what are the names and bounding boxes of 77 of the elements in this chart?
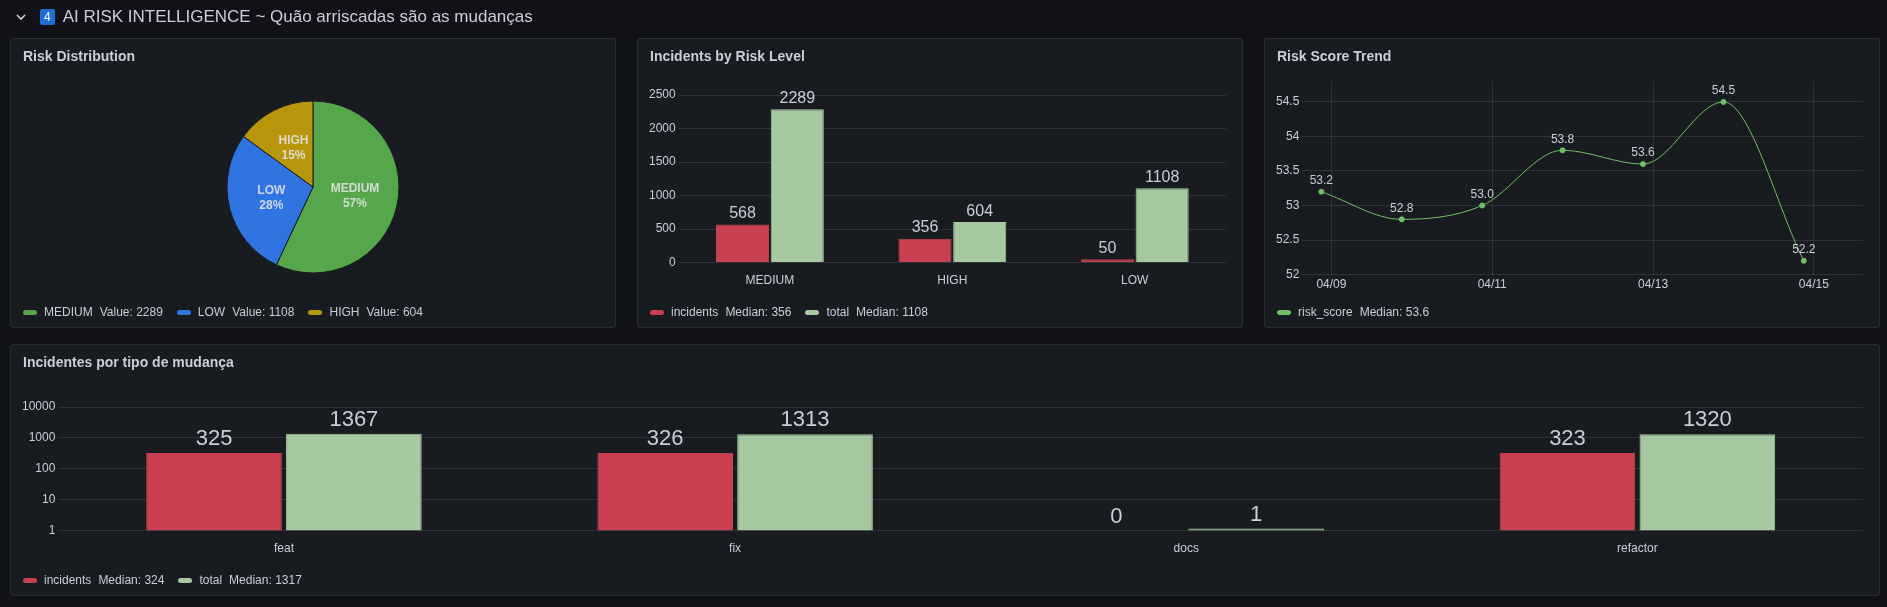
data-label: 568	[729, 203, 756, 221]
data-label: 53.2	[1309, 173, 1334, 188]
data-label: 326	[646, 425, 684, 450]
legend-label: total	[826, 305, 850, 319]
y-tick-label: 500	[655, 221, 677, 236]
text: Median: 1317	[229, 573, 302, 587]
x-tick-label: docs	[1173, 541, 1199, 556]
text: Median: 53.6	[1359, 305, 1430, 319]
data-label: 28%	[259, 197, 284, 212]
x-tick-label: HIGH	[937, 273, 968, 288]
text: Median: 356	[725, 305, 792, 319]
y-tick-label: 2000	[648, 120, 677, 135]
text: Value: 1108	[232, 305, 295, 319]
x-tick-label: fix	[729, 541, 742, 556]
y-tick-label: 10000	[21, 399, 56, 414]
y-tick-label: 1	[48, 522, 56, 537]
annotation: 0	[1110, 502, 1123, 528]
y-tick-label: 54.5	[1276, 94, 1300, 109]
data-label: 57%	[342, 196, 368, 211]
x-tick-label: LOW	[1121, 273, 1150, 288]
legend-label: LOW	[197, 305, 226, 319]
data-label: 1108	[1144, 167, 1180, 185]
data-label: 604	[966, 201, 994, 219]
y-tick-label: 100	[35, 461, 56, 476]
data-label: 1320	[1682, 406, 1732, 432]
legend-label: HIGH	[329, 305, 360, 319]
data-label: 53.6	[1631, 145, 1655, 160]
text: Value: 604	[366, 305, 423, 319]
data-label: 54.5	[1711, 83, 1736, 98]
x-tick-label: feat	[273, 541, 295, 556]
chart-title: Risk Distribution	[23, 48, 136, 64]
y-tick-label: 53	[1286, 197, 1300, 212]
data-label: 1313	[780, 406, 830, 432]
chart-title: Risk Score Trend	[1277, 48, 1392, 64]
y-tick-label: 1000	[28, 430, 56, 445]
x-tick-label: 04/13	[1638, 277, 1669, 292]
data-label: 52.2	[1792, 242, 1816, 257]
data-label: 2289	[779, 88, 816, 106]
data-label: 1	[1250, 500, 1263, 526]
y-tick-label: 1000	[648, 187, 677, 202]
legend-label: MEDIUM	[44, 305, 93, 319]
legend-label: risk_score	[1298, 305, 1353, 319]
legend-label: incidents	[671, 305, 719, 319]
slice-label: MEDIUM	[330, 181, 380, 196]
legend-label: incidents	[44, 573, 92, 587]
data-label: 325	[195, 425, 233, 451]
text: Value: 2289	[99, 305, 163, 319]
text: Median: 1108	[856, 305, 928, 319]
text: AI RISK INTELLIGENCE ~ Quão arriscadas são as mudanças	[62, 7, 533, 27]
data-label: 1367	[329, 405, 379, 431]
data-label: 15%	[281, 148, 306, 163]
slice-label: LOW	[257, 182, 287, 197]
y-tick-label: 54	[1286, 128, 1300, 143]
data-label: 52.8	[1390, 200, 1414, 215]
chart-title: Incidentes por tipo de mudança	[23, 354, 234, 370]
y-tick-label: 52	[1286, 266, 1300, 281]
chart-title: Incidents by Risk Level	[650, 48, 805, 64]
y-tick-label: 53.5	[1276, 163, 1300, 178]
y-tick-label: 52.5	[1276, 232, 1300, 247]
data-label: 50	[1098, 238, 1117, 256]
x-tick-label: refactor	[1617, 541, 1658, 556]
y-tick-label: 2500	[648, 87, 677, 102]
data-label: 53.8	[1550, 131, 1575, 146]
slice-label: HIGH	[278, 133, 309, 148]
x-tick-label: 04/11	[1477, 277, 1508, 292]
y-tick-label: 1500	[648, 154, 677, 169]
data-label: 53.0	[1470, 186, 1495, 201]
data-label: 323	[1549, 425, 1586, 451]
y-tick-label: 0	[669, 254, 677, 269]
x-tick-label: MEDIUM	[745, 273, 795, 288]
text: 4	[40, 9, 55, 25]
legend-label: total	[199, 573, 223, 587]
x-tick-label: 04/09	[1316, 277, 1347, 292]
y-tick-label: 10	[42, 492, 56, 507]
x-tick-label: 04/15	[1798, 277, 1830, 292]
data-label: 356	[911, 218, 939, 236]
text: Median: 324	[98, 573, 165, 587]
